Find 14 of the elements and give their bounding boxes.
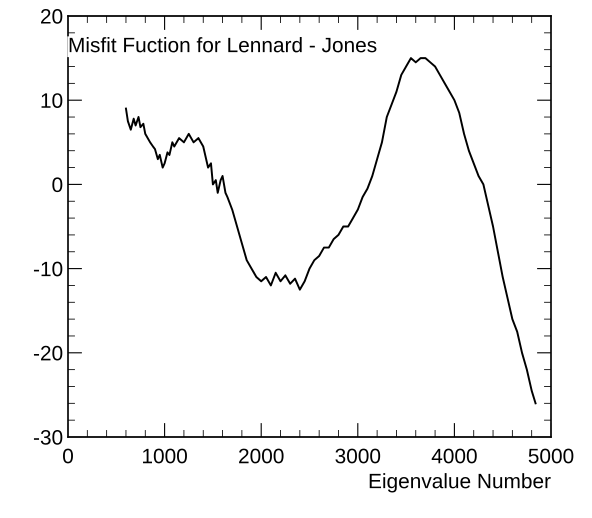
text: Misfit Fuction for Lennard - Jones	[70, 37, 376, 52]
x-tick-label: 4000	[432, 448, 477, 464]
x-tick-label: 0	[63, 448, 73, 464]
y-tick-label: -10	[34, 262, 62, 276]
x-tick-label: 5000	[528, 448, 574, 464]
y-tick-label: 0	[52, 177, 62, 192]
y-tick-label: 10	[42, 93, 62, 108]
x-axis-title: Eigenvalue Number	[370, 473, 551, 493]
y-tick-label: -30	[34, 430, 62, 445]
y-tick-label: 20	[41, 9, 62, 24]
x-tick-label: 3000	[335, 448, 380, 464]
x-tick-label: 1000	[143, 448, 187, 464]
x-tick-label: 2000	[239, 448, 284, 464]
y-tick-label: -20	[34, 346, 62, 361]
